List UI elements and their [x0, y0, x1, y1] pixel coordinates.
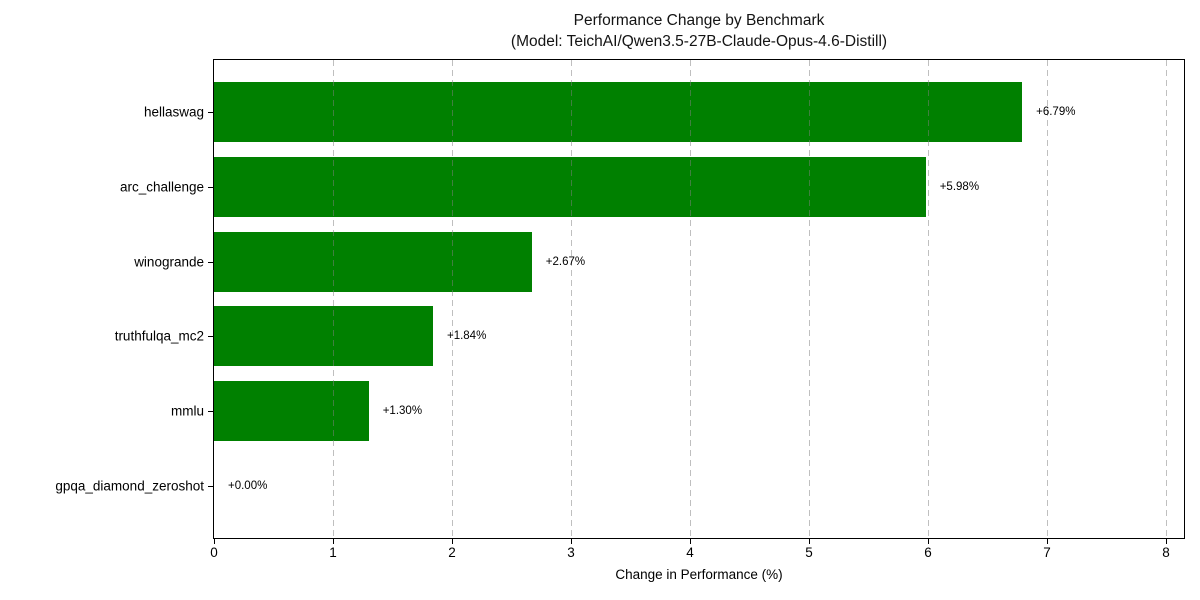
chart-title-block: Performance Change by Benchmark (Model: … [213, 10, 1185, 52]
x-tick-label-8: 8 [1162, 545, 1170, 560]
x-tick-mark [1047, 539, 1048, 544]
bar-value-label: +0.00% [228, 480, 268, 493]
x-tick-label-1: 1 [329, 545, 337, 560]
y-tick-mark [208, 411, 213, 413]
plot-area: +6.79% +5.98% +2.67% +1.84% +1.30% +0.00% [213, 59, 1185, 539]
bar-truthfulqa_mc2 [214, 306, 433, 367]
y-tick-mark [208, 186, 213, 188]
chart-subtitle: (Model: TeichAI/Qwen3.5-27B-Claude-Opus-… [510, 33, 888, 50]
bar-value-label: +2.67% [545, 255, 586, 268]
gridline-x-7 [1047, 60, 1048, 538]
y-tick-mark [208, 111, 213, 113]
gridline-x-4 [690, 60, 691, 538]
x-tick-mark [928, 539, 929, 544]
y-tick-label-gpqa_diamond_zeroshot: gpqa_diamond_zeroshot [55, 478, 204, 494]
bar-value-label: +5.98% [939, 180, 980, 193]
x-tick-label-4: 4 [686, 545, 694, 560]
gridline-x-1 [333, 60, 334, 538]
y-tick-label-hellaswag: hellaswag [143, 104, 204, 120]
x-tick-label-7: 7 [1043, 545, 1051, 560]
x-tick-mark [571, 539, 572, 544]
y-tick-mark [208, 486, 213, 488]
bar-winogrande [214, 231, 532, 292]
y-tick-label-winogrande: winogrande [134, 254, 204, 270]
x-tick-mark [809, 539, 810, 544]
y-tick-mark [208, 336, 213, 338]
x-tick-mark [690, 539, 691, 544]
x-tick-label-6: 6 [924, 545, 932, 560]
x-tick-mark [333, 539, 334, 544]
x-tick-label-5: 5 [805, 545, 813, 560]
bar-hellaswag [214, 81, 1023, 142]
gridline-x-2 [452, 60, 453, 538]
x-tick-label-2: 2 [448, 545, 456, 560]
x-tick-label-0: 0 [210, 545, 218, 560]
gridline-x-5 [809, 60, 810, 538]
chart-title: Performance Change by Benchmark [573, 12, 825, 29]
bar-value-label: +1.84% [446, 330, 487, 343]
bar-mmlu [214, 381, 369, 442]
gridline-x-6 [928, 60, 929, 538]
x-tick-mark [1166, 539, 1167, 544]
bar-arc_challenge [214, 156, 926, 217]
bar-value-label: +6.79% [1036, 105, 1076, 118]
y-tick-label-mmlu: mmlu [171, 403, 204, 419]
y-tick-mark [208, 261, 213, 263]
x-tick-mark [214, 539, 215, 544]
x-axis-title: Change in Performance (%) [615, 567, 783, 582]
x-tick-label-3: 3 [567, 545, 575, 560]
x-tick-mark [452, 539, 453, 544]
gridline-x-8 [1166, 60, 1167, 538]
y-tick-label-arc_challenge: arc_challenge [119, 179, 204, 195]
y-tick-label-truthfulqa_mc2: truthfulqa_mc2 [114, 328, 204, 344]
bar-value-label: +1.30% [382, 405, 423, 418]
gridline-x-3 [571, 60, 572, 538]
